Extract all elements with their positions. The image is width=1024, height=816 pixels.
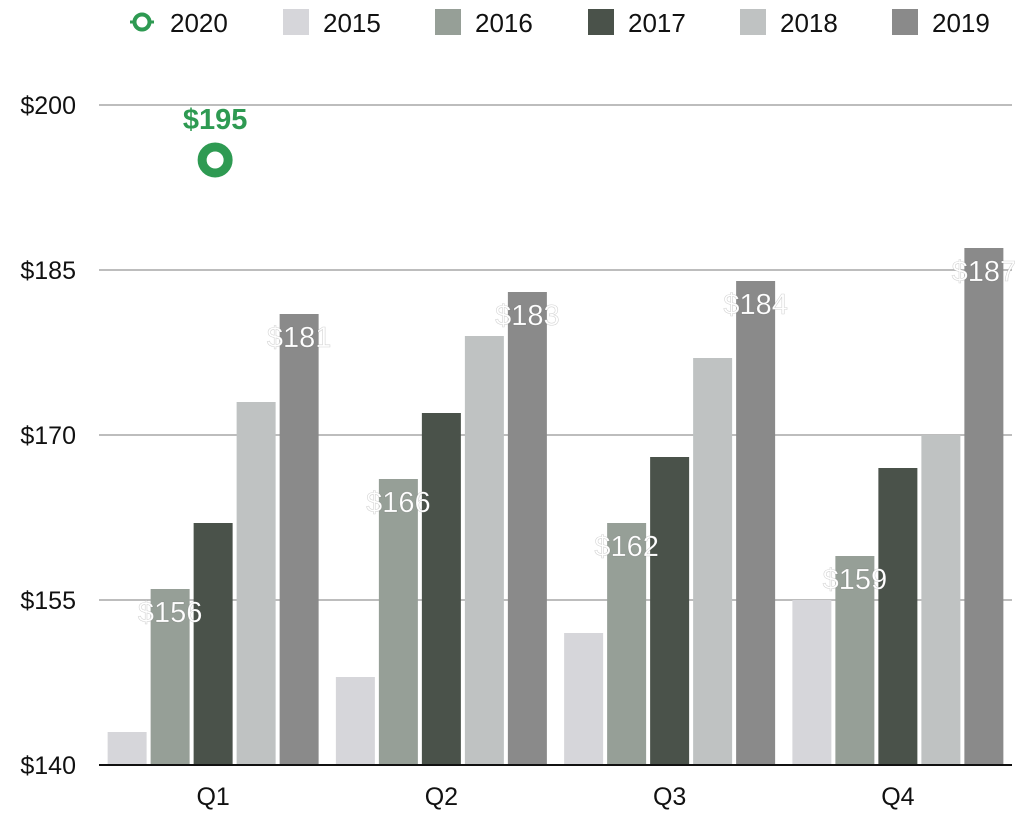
x-axis: Q1 Q2 Q3 Q4 — [99, 764, 1012, 811]
legend-marker — [132, 12, 152, 32]
bar-data-label: $166 — [366, 487, 431, 519]
legend-swatch — [892, 9, 918, 35]
legend-swatch — [740, 9, 766, 35]
bar-2017-Q4 — [878, 468, 918, 765]
point-data-label: $195 — [183, 104, 248, 136]
bar-data-label: $181 — [267, 322, 332, 354]
bars — [107, 248, 1004, 765]
bar-2019-Q3 — [736, 281, 776, 765]
legend-swatch — [283, 9, 309, 35]
y-tick-label: $170 — [20, 422, 76, 450]
bar-2018-Q4 — [921, 435, 961, 765]
legend-label: 2020 — [170, 8, 228, 38]
bar-2017-Q3 — [650, 457, 690, 765]
bar-2015-Q4 — [792, 600, 832, 765]
bar-2019-Q2 — [507, 292, 547, 765]
bar-2015-Q1 — [107, 732, 147, 765]
bar-2017-Q2 — [421, 413, 461, 765]
y-tick-label: $140 — [20, 752, 76, 780]
bar-2016-Q4 — [835, 556, 875, 765]
bar-2016-Q2 — [378, 479, 418, 765]
bar-2019-Q1 — [279, 314, 319, 765]
bar-2019-Q4 — [964, 248, 1004, 765]
legend-item-2018: 2018 — [740, 8, 838, 38]
point-2020-Q1 — [197, 142, 233, 178]
bar-data-label: $184 — [723, 289, 788, 321]
y-tick-label: $155 — [20, 587, 76, 615]
legend-swatch — [435, 9, 461, 35]
legend-label: 2018 — [780, 8, 838, 38]
point-series: $195 — [183, 104, 248, 178]
bar-2015-Q3 — [564, 633, 604, 765]
bar-data-label: $183 — [495, 300, 560, 332]
bar-data-label: $159 — [823, 564, 888, 596]
legend-item-2015: 2015 — [283, 8, 381, 38]
bar-2018-Q3 — [693, 358, 733, 765]
bar-2017-Q1 — [193, 523, 233, 765]
legend-label: 2015 — [323, 8, 381, 38]
y-tick-label: $200 — [20, 92, 76, 120]
bar-labels: $156 $166 $162 $159 $181 $183 $184 $187 — [138, 256, 1017, 630]
y-axis: $140 $155 $170 $185 $200 — [20, 92, 76, 780]
legend-item-2019: 2019 — [892, 8, 990, 38]
x-tick-label: Q2 — [425, 783, 458, 811]
x-tick-label: Q3 — [653, 783, 686, 811]
legend-label: 2019 — [932, 8, 990, 38]
legend-label: 2016 — [475, 8, 533, 38]
bar-2016-Q3 — [607, 523, 647, 765]
bar-2018-Q2 — [464, 336, 504, 765]
legend-item-2017: 2017 — [588, 8, 686, 38]
grid-lines — [99, 104, 1012, 601]
bar-data-label: $156 — [138, 597, 203, 629]
legend-item-2020: 2020 — [130, 8, 228, 38]
bar-2016-Q1 — [150, 589, 190, 765]
y-tick-label: $185 — [20, 257, 76, 285]
bar-2018-Q1 — [236, 402, 276, 765]
bar-data-label: $187 — [952, 256, 1017, 288]
legend-label: 2017 — [628, 8, 686, 38]
chart-legend: 2020 2015 2016 2017 2018 2019 — [130, 8, 990, 38]
x-tick-label: Q4 — [881, 783, 914, 811]
x-tick-label: Q1 — [196, 783, 229, 811]
legend-swatch — [588, 9, 614, 35]
bar-data-label: $162 — [594, 531, 659, 563]
bar-2015-Q2 — [335, 677, 375, 765]
legend-item-2016: 2016 — [435, 8, 533, 38]
